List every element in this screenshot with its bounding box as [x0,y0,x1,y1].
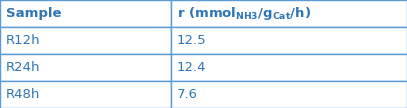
Text: r (mmol$_{\mathregular{NH3}}$/g$_{\mathregular{Cat}}$/h): r (mmol$_{\mathregular{NH3}}$/g$_{\mathr… [177,5,311,22]
Text: R48h: R48h [6,88,40,101]
Text: Sample: Sample [6,7,61,20]
Bar [0,27,171,54]
Text: 12.5: 12.5 [177,34,207,47]
Text: 7.6: 7.6 [177,88,198,101]
Text: R12h: R12h [6,34,41,47]
Text: R24h: R24h [6,61,41,74]
Bar [171,0,407,27]
Bar [171,81,407,108]
Bar [0,81,171,108]
Bar [171,54,407,81]
Bar [0,0,171,27]
Bar [0,54,171,81]
Bar [171,27,407,54]
Text: 12.4: 12.4 [177,61,206,74]
